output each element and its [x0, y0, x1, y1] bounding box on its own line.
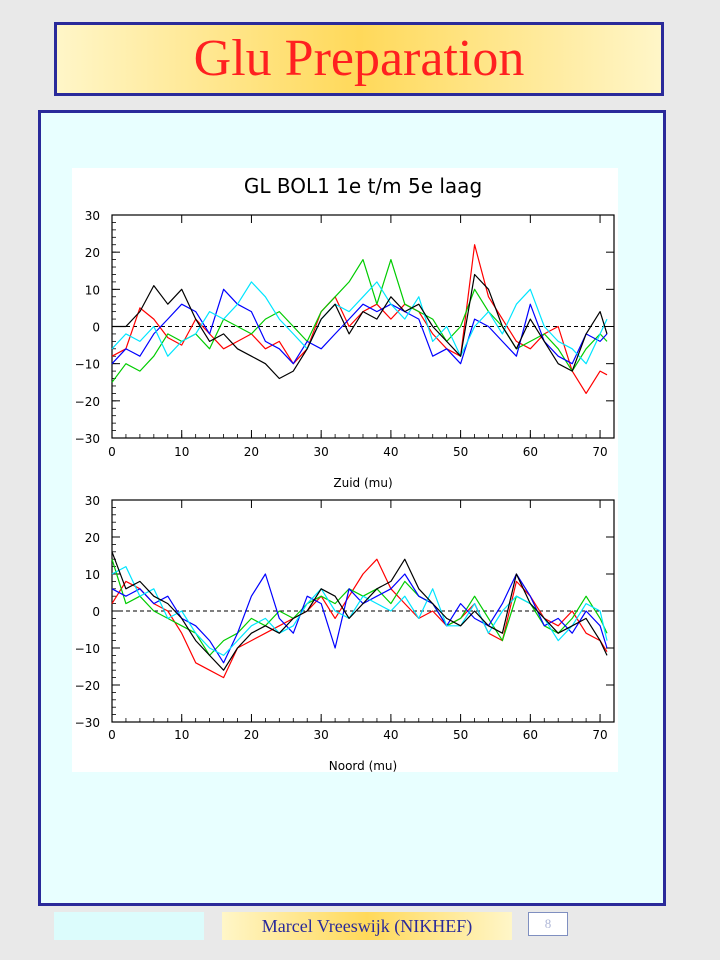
x-tick-label: 20	[244, 728, 259, 742]
footer-author-box: Marcel Vreeswijk (NIKHEF)	[222, 912, 512, 940]
x-tick-label: 70	[592, 445, 607, 459]
y-tick-label: 30	[85, 209, 100, 223]
y-tick-label: 10	[85, 568, 100, 582]
x-tick-label: 0	[108, 445, 116, 459]
series-line-3	[111, 288, 608, 365]
x-tick-label: 10	[174, 445, 189, 459]
x-tick-label: 60	[523, 728, 538, 742]
y-tick-label: 10	[85, 283, 100, 297]
title-banner: Glu Preparation	[54, 22, 664, 96]
series-line-4	[111, 281, 608, 365]
x-tick-label: 0	[108, 728, 116, 742]
plot-frame	[111, 499, 615, 723]
footer-left-box	[54, 912, 204, 940]
chart-panel-1: GL BOL1 1e t/m 5e laag −30 −20 −10 0 10 20 30 0 1…	[75, 174, 615, 490]
x-axis-label: Noord (mu)	[329, 759, 397, 772]
y-tick-label: −10	[75, 642, 100, 656]
y-tick-label: 0	[92, 321, 100, 335]
slide-number: 8	[544, 916, 552, 931]
x-tick-label: 50	[453, 728, 468, 742]
y-tick-label: −20	[75, 679, 100, 693]
series-line-5	[112, 273, 608, 380]
chart-title: GL BOL1 1e t/m 5e laag	[244, 174, 482, 198]
y-tick-label: −10	[75, 358, 100, 372]
x-tick-label: 30	[314, 728, 329, 742]
footer-author: Marcel Vreeswijk (NIKHEF)	[261, 915, 473, 936]
series-line-5	[111, 551, 608, 671]
x-tick-label: 20	[244, 445, 259, 459]
slide-number-box: 8	[528, 912, 568, 936]
x-tick-label: 70	[592, 728, 607, 742]
plot-area: GL BOL1 1e t/m 5e laag −30 −20 −10 0 10 20 30 0 1…	[72, 168, 618, 772]
y-tick-label: −30	[75, 432, 100, 446]
y-tick-label: 30	[85, 494, 100, 508]
y-tick-label: 20	[85, 531, 100, 545]
x-tick-label: 50	[453, 445, 468, 459]
y-tick-label: −20	[75, 395, 100, 409]
x-axis-label: Zuid (mu)	[333, 476, 392, 490]
x-tick-label: 40	[383, 445, 398, 459]
x-tick-label: 40	[383, 728, 398, 742]
y-tick-label: 0	[92, 605, 100, 619]
y-tick-label: 20	[85, 246, 100, 260]
y-tick-label: −30	[75, 716, 100, 730]
series-line-2	[111, 258, 608, 383]
slide-title: Glu Preparation	[193, 30, 525, 87]
chart-panel-2: −30 −20 −10 0 10 20 30 0 10 20 30 40 50 60 70 Noord (mu…	[75, 494, 615, 772]
x-tick-label: 10	[174, 728, 189, 742]
x-tick-label: 60	[523, 445, 538, 459]
chart-svg: GL BOL1 1e t/m 5e laag −30 −20 −10 0 10 20 30 0 1…	[75, 174, 615, 772]
series-line-1	[111, 244, 608, 394]
x-tick-label: 30	[314, 445, 329, 459]
